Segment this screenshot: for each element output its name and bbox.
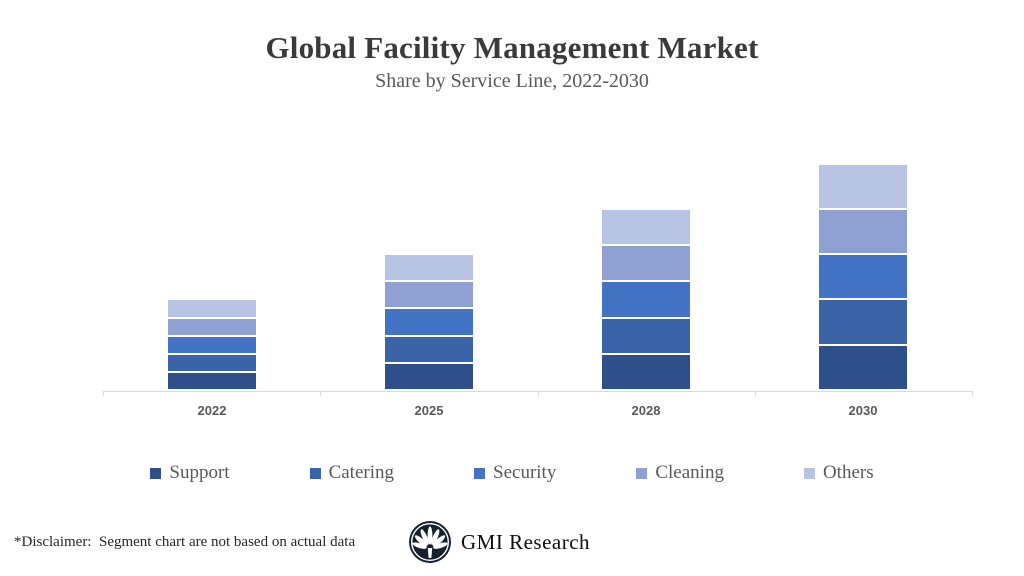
- chart-subtitle: Share by Service Line, 2022-2030: [375, 70, 649, 92]
- x-axis-tick: [103, 391, 104, 396]
- stacked-bar-2028: [601, 208, 691, 390]
- chart-title: Global Facility Management Market: [265, 30, 759, 65]
- bar-segment-others-2022: [167, 299, 257, 318]
- legend-marker-others: [803, 467, 815, 479]
- legend-item-support: Support: [150, 462, 230, 484]
- stacked-bar-2025: [384, 254, 474, 390]
- bar-segment-cleaning-2022: [167, 317, 257, 336]
- x-axis-tick: [972, 391, 973, 396]
- stacked-bar-2022: [167, 299, 257, 390]
- x-axis-tick: [320, 391, 321, 396]
- bar-segment-security-2028: [601, 281, 691, 318]
- bar-segment-cleaning-2025: [384, 281, 474, 309]
- legend-marker-cleaning: [636, 467, 648, 479]
- x-axis-line: [103, 391, 972, 392]
- bar-segment-support-2030: [818, 344, 908, 390]
- bar-segment-others-2030: [818, 163, 908, 209]
- bar-segment-cleaning-2028: [601, 245, 691, 282]
- legend-marker-catering: [309, 467, 321, 479]
- bar-segment-security-2025: [384, 308, 474, 336]
- chart-legend: Support Catering Security Cleaning Others: [0, 462, 1024, 484]
- bar-segment-support-2028: [601, 353, 691, 390]
- bar-segment-support-2022: [167, 371, 257, 390]
- bar-segment-catering-2028: [601, 317, 691, 354]
- x-axis-label-2030: 2030: [848, 403, 878, 418]
- disclaimer-text: *Disclaimer: Segment chart are not based…: [14, 534, 356, 550]
- brand-lockup: GMI Research: [408, 520, 590, 564]
- x-axis-label-2025: 2025: [414, 403, 444, 418]
- legend-marker-support: [150, 467, 162, 479]
- legend-label-others: Others: [822, 462, 874, 483]
- legend-label-support: Support: [169, 462, 230, 483]
- chart-header: Global Facility Management Market Share …: [0, 30, 1024, 93]
- bar-segment-others-2025: [384, 254, 474, 282]
- x-axis-tick: [538, 391, 539, 396]
- x-axis-label-2028: 2028: [631, 403, 661, 418]
- gmi-research-logo-icon: [409, 521, 451, 563]
- legend-label-catering: Catering: [328, 462, 395, 483]
- plot-area: 2022 2025 2028 2030: [103, 140, 973, 418]
- bar-segment-catering-2025: [384, 335, 474, 363]
- bar-segment-support-2025: [384, 362, 474, 390]
- brand-name: GMI Research: [461, 529, 591, 554]
- legend-item-others: Others: [803, 462, 874, 484]
- bar-segment-cleaning-2030: [818, 208, 908, 255]
- x-axis-tick: [755, 391, 756, 396]
- legend-item-cleaning: Cleaning: [636, 462, 724, 484]
- bar-segment-catering-2022: [167, 353, 257, 372]
- bar-segment-catering-2030: [818, 299, 908, 345]
- legend-item-catering: Catering: [309, 462, 395, 484]
- x-axis-label-2022: 2022: [197, 403, 227, 418]
- stacked-bar-2030: [818, 163, 908, 390]
- bar-segment-others-2028: [601, 208, 691, 246]
- legend-label-cleaning: Cleaning: [655, 462, 724, 483]
- bar-segment-security-2030: [818, 254, 908, 300]
- legend-marker-security: [474, 467, 486, 479]
- legend-item-security: Security: [474, 462, 556, 484]
- legend-label-security: Security: [493, 462, 557, 483]
- bar-segment-security-2022: [167, 335, 257, 354]
